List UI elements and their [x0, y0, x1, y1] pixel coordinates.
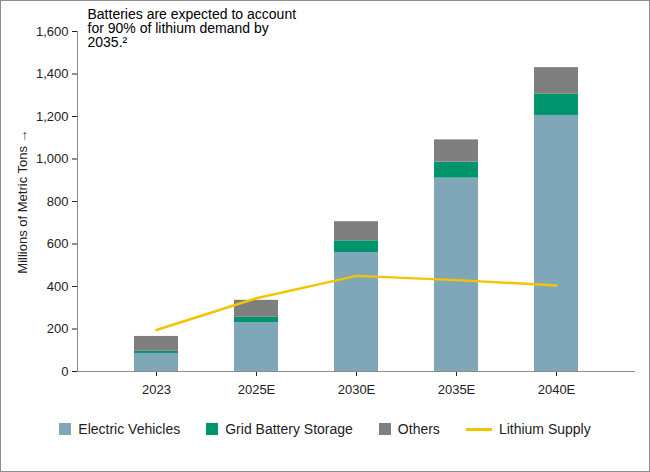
svg-text:2035E: 2035E	[438, 382, 476, 397]
svg-text:1,000: 1,000	[36, 151, 69, 166]
html-text:Lithium Supply: Lithium Supply	[498, 421, 591, 437]
svg-text:1,200: 1,200	[36, 109, 69, 124]
svg-text:600: 600	[47, 236, 69, 251]
svg-text:2023: 2023	[142, 382, 171, 397]
svg-text:400: 400	[47, 279, 69, 294]
svg-text:0: 0	[61, 364, 68, 379]
svg-text:2040E: 2040E	[538, 382, 576, 397]
html-text:Grid Battery Storage: Grid Battery Storage	[225, 421, 353, 437]
svg-text:Batteries are expected to acco: Batteries are expected to accountfor 90%…	[88, 6, 297, 50]
svg-text:200: 200	[47, 321, 69, 336]
svg-text:1,600: 1,600	[36, 24, 69, 39]
svg-text:2030E: 2030E	[338, 382, 376, 397]
svg-text:2025E: 2025E	[238, 382, 276, 397]
html-text:Electric Vehicles: Electric Vehicles	[78, 421, 181, 437]
svg-text:Millions of Metric Tons →: Millions of Metric Tons →	[15, 129, 30, 273]
svg-text:800: 800	[47, 194, 69, 209]
html-text:Others: Others	[397, 421, 440, 437]
svg-text:1,400: 1,400	[36, 66, 69, 81]
